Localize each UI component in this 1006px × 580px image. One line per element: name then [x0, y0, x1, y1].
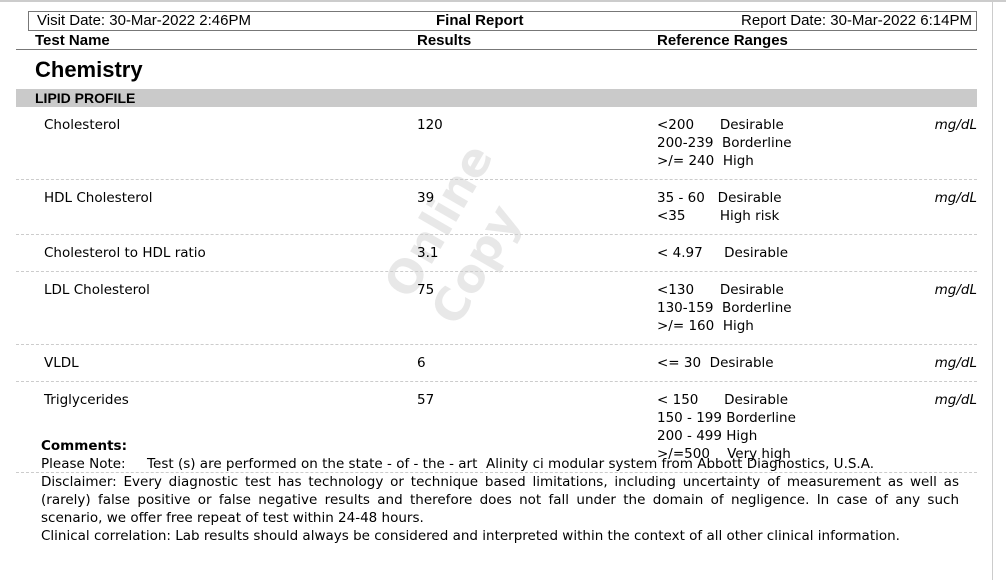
- reference-range: 35 - 60 Desirable <35 High risk: [657, 190, 782, 224]
- test-name: HDL Cholesterol: [44, 190, 153, 206]
- test-name: LDL Cholesterol: [44, 282, 150, 298]
- test-unit: mg/dL: [934, 282, 977, 298]
- test-result: 75: [417, 282, 435, 298]
- test-result: 39: [417, 190, 435, 206]
- report-title: Final Report: [436, 12, 524, 29]
- reference-range: < 4.97 Desirable: [657, 245, 789, 261]
- divider: [16, 49, 977, 50]
- comment-disclaimer: Disclaimer: Every diagnostic test has te…: [41, 474, 959, 526]
- table-row: Triglycerides 57 < 150 Desirable 150 - 199…: [16, 391, 977, 473]
- reference-range: <130 Desirable 130-159 Borderline >/= 16…: [657, 282, 792, 334]
- test-unit: mg/dL: [934, 190, 977, 206]
- comments-title: Comments:: [41, 438, 127, 454]
- test-name: Cholesterol to HDL ratio: [44, 245, 206, 261]
- table-row: HDL Cholesterol 39 35 - 60 Desirable <35 H…: [16, 189, 977, 235]
- col-reference: Reference Ranges: [657, 32, 788, 49]
- section-band: LIPID PROFILE: [16, 89, 977, 107]
- test-unit: mg/dL: [934, 117, 977, 133]
- reference-range: <200 Desirable 200-239 Borderline >/= 24…: [657, 117, 792, 169]
- department-title: Chemistry: [35, 57, 143, 82]
- test-result: 120: [417, 117, 443, 133]
- section-title: LIPID PROFILE: [35, 90, 136, 106]
- table-row: VLDL 6 <= 30 Desirable mg/dL: [16, 354, 977, 382]
- test-name: VLDL: [44, 355, 79, 371]
- reference-range: < 150 Desirable 150 - 199 Borderline 200…: [657, 392, 796, 462]
- table-row: Cholesterol 120 <200 Desirable 200-239 Bor…: [16, 116, 977, 180]
- table-row: LDL Cholesterol 75 <130 Desirable 130-159 …: [16, 281, 977, 345]
- visit-date: Visit Date: 30-Mar-2022 2:46PM: [37, 12, 251, 29]
- table-row: Cholesterol to HDL ratio 3.1 < 4.97 Desira…: [16, 244, 977, 272]
- col-results: Results: [417, 32, 472, 49]
- test-result: 6: [417, 355, 426, 371]
- test-unit: mg/dL: [934, 392, 977, 408]
- col-test-name: Test Name: [35, 32, 110, 49]
- reference-range: <= 30 Desirable: [657, 355, 774, 371]
- top-border: [0, 0, 1006, 2]
- test-unit: mg/dL: [934, 355, 977, 371]
- comment-note: Please Note: Test (s) are performed on t…: [41, 456, 875, 472]
- test-name: Cholesterol: [44, 117, 121, 133]
- right-border: [992, 0, 993, 580]
- report-date: Report Date: 30-Mar-2022 6:14PM: [741, 12, 972, 29]
- test-name: Triglycerides: [44, 392, 129, 408]
- comments: Comments: Please Note: Test (s) are perf…: [41, 437, 959, 545]
- test-result: 3.1: [417, 245, 439, 261]
- test-result: 57: [417, 392, 435, 408]
- report-header: Visit Date: 30-Mar-2022 2:46PM Final Rep…: [28, 11, 977, 31]
- results-table: Cholesterol 120 <200 Desirable 200-239 Bor…: [16, 116, 977, 482]
- comment-clinical: Clinical correlation: Lab results should…: [41, 528, 900, 544]
